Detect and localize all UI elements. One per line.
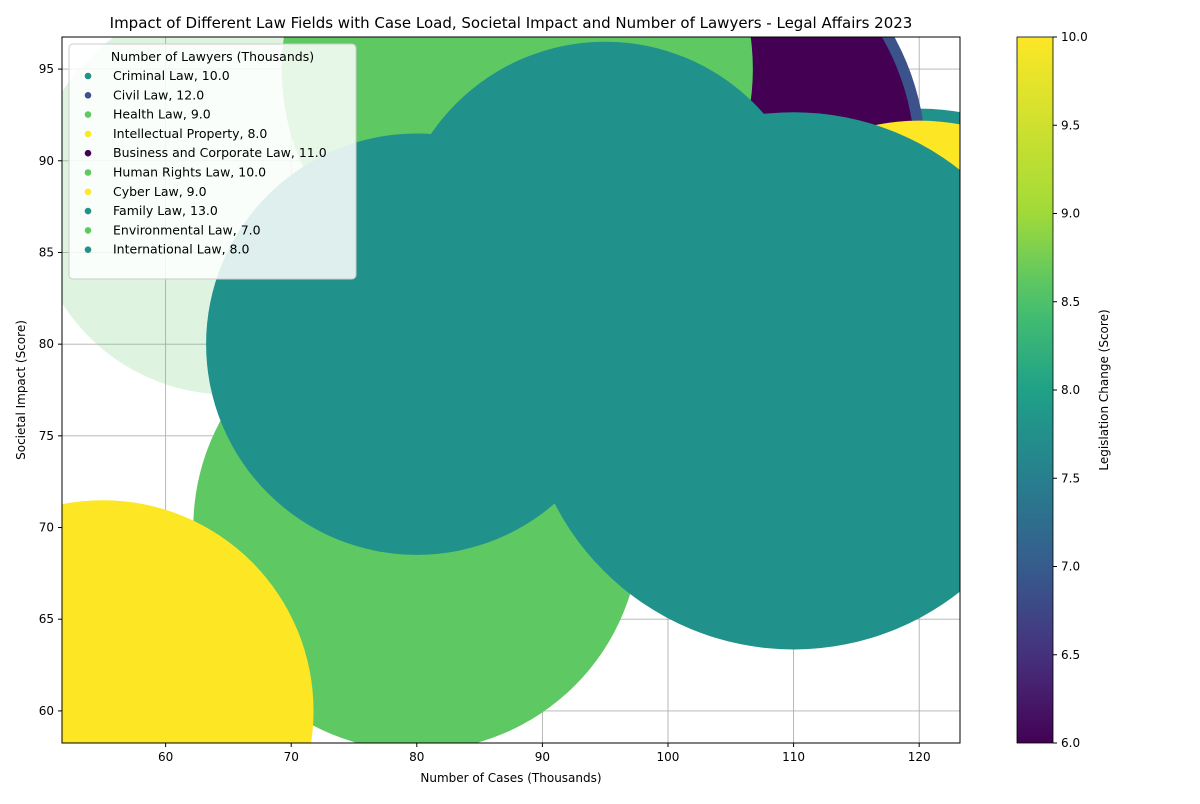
y-axis-label: Societal Impact (Score) [14,320,28,460]
legend-marker [85,111,92,118]
y-tick-label: 65 [39,612,54,626]
chart-title: Impact of Different Law Fields with Case… [110,14,913,32]
x-tick-label: 60 [158,750,173,764]
y-ticks: 60 65 70 75 80 85 90 95 [39,62,62,718]
y-tick-label: 95 [39,62,54,76]
colorbar-tick-label: 8.0 [1061,383,1080,397]
bubble [394,42,815,463]
x-axis-label: Number of Cases (Thousands) [420,771,601,785]
y-tick-label: 90 [39,154,54,168]
x-ticks: 60 70 80 90 100 110 120 [158,743,931,764]
legend-marker [85,150,92,157]
colorbar-gradient [1017,37,1053,743]
legend-entry: International Law, 8.0 [113,242,249,257]
legend-marker [85,208,92,215]
colorbar-tick-label: 9.0 [1061,207,1080,221]
legend-entry: Family Law, 13.0 [113,203,218,218]
legend-title: Number of Lawyers (Thousands) [111,49,314,64]
y-tick-label: 75 [39,429,54,443]
colorbar-tick-label: 10.0 [1061,30,1088,44]
colorbar-tick-label: 7.5 [1061,471,1080,485]
legend-entry: Criminal Law, 10.0 [113,68,230,83]
y-tick-label: 80 [39,337,54,351]
legend-entry: Cyber Law, 9.0 [113,184,207,199]
colorbar-tick-label: 9.5 [1061,118,1080,132]
colorbar-tick-label: 8.5 [1061,295,1080,309]
legend-marker [85,227,92,234]
legend-marker [85,131,92,138]
x-tick-label: 80 [409,750,424,764]
legend-marker [85,189,92,196]
legend-entry: Business and Corporate Law, 11.0 [113,145,327,160]
legend-entry: Intellectual Property, 8.0 [113,126,267,141]
colorbar-tick-label: 6.0 [1061,736,1080,750]
colorbar-tick-label: 7.0 [1061,560,1080,574]
x-tick-label: 110 [782,750,805,764]
legend-entry: Health Law, 9.0 [113,107,211,122]
x-tick-label: 70 [284,750,299,764]
y-tick-label: 70 [39,521,54,535]
legend-marker [85,246,92,253]
x-tick-label: 120 [908,750,931,764]
legend-entry: Civil Law, 12.0 [113,87,204,102]
legend-entry: Human Rights Law, 10.0 [113,165,266,180]
legend-marker [85,73,92,80]
colorbar-tick-label: 6.5 [1061,648,1080,662]
legend-entry: Environmental Law, 7.0 [113,222,261,237]
legend-marker [85,92,92,99]
x-tick-label: 90 [535,750,550,764]
y-tick-label: 85 [39,245,54,259]
legend: Number of Lawyers (Thousands) Criminal La… [69,44,356,279]
colorbar: 6.0 6.5 7.0 7.5 8.0 8.5 9.0 9.5 10.0 Legislation … [1017,30,1111,750]
legend-marker [85,169,92,176]
colorbar-label: Legislation Change (Score) [1097,309,1111,470]
x-tick-label: 100 [657,750,680,764]
y-tick-label: 60 [39,704,54,718]
